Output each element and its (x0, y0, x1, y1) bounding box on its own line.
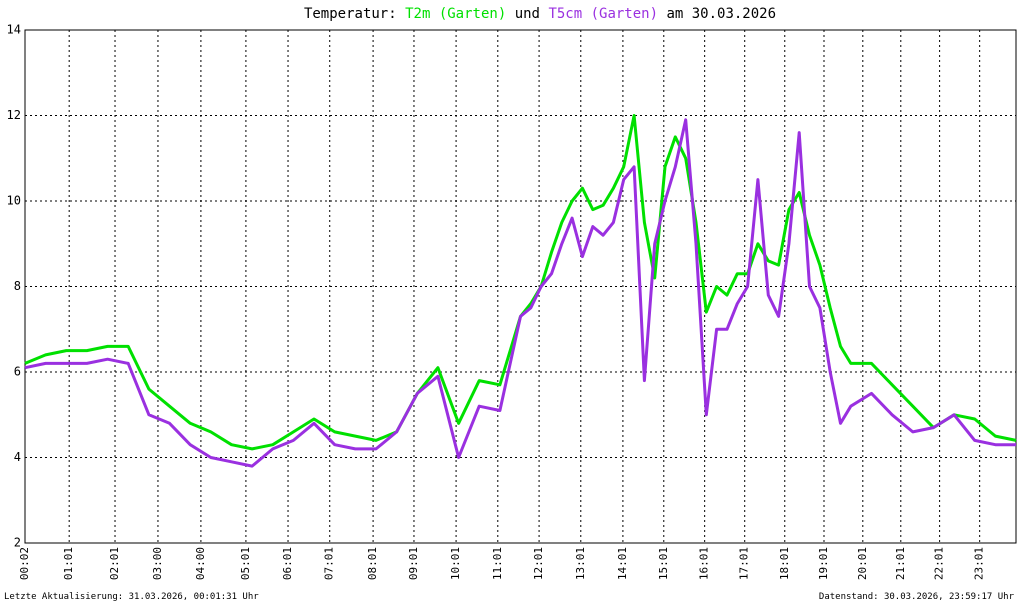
plot-frame (24, 29, 1017, 544)
x-tick-label: 10:01 (449, 547, 462, 580)
x-tick-label: 02:01 (108, 547, 121, 580)
x-tick-label: 13:01 (574, 547, 587, 580)
series-line (24, 118, 1016, 468)
title-suffix: am 30.03.2026 (666, 6, 776, 22)
x-tick-label: 03:00 (151, 547, 164, 580)
x-tick-label: 00:02 (18, 547, 31, 580)
x-tick-label: 14:01 (616, 547, 629, 580)
x-tick-label: 08:01 (366, 547, 379, 580)
y-tick-label: 2 (14, 536, 21, 550)
y-tick-label: 14 (7, 23, 21, 37)
x-tick-label: 06:01 (281, 547, 294, 580)
legend-entry: T2m (Garten) (405, 6, 506, 22)
x-tick-label: 21:01 (894, 547, 907, 580)
x-tick-label: 23:01 (973, 547, 986, 580)
y-tick-label: 8 (14, 279, 21, 293)
y-tick-label: 4 (14, 450, 21, 464)
footer-right: Datenstand: 30.03.2026, 23:59:17 Uhr (819, 592, 1015, 602)
y-tick-label: 10 (7, 194, 21, 208)
legend-entry: T5cm (Garten) (548, 6, 658, 22)
x-tick-label: 16:01 (698, 547, 711, 580)
x-tick-label: 20:01 (856, 547, 869, 580)
y-tick-label: 12 (7, 108, 21, 122)
x-tick-label: 05:01 (239, 547, 252, 580)
x-tick-label: 12:01 (532, 547, 545, 580)
x-tick-label: 09:01 (407, 547, 420, 580)
title-join: und (515, 6, 540, 22)
x-tick-label: 07:01 (323, 547, 336, 580)
x-tick-label: 18:01 (778, 547, 791, 580)
x-tick-label: 19:01 (817, 547, 830, 580)
title-prefix: Temperatur: (304, 6, 397, 22)
footer-left: Letzte Aktualisierung: 31.03.2026, 00:01… (4, 592, 259, 602)
y-tick-label: 6 (14, 365, 21, 379)
x-tick-label: 01:01 (62, 547, 75, 580)
chart-title: Temperatur: T2m (Garten) und T5cm (Garte… (304, 6, 776, 22)
x-tick-label: 17:01 (738, 547, 751, 580)
x-tick-label: 22:01 (933, 547, 946, 580)
x-tick-label: 04:00 (194, 547, 207, 580)
series-line (24, 114, 1017, 451)
x-tick-label: 11:01 (491, 547, 504, 580)
x-tick-label: 15:01 (657, 547, 670, 580)
